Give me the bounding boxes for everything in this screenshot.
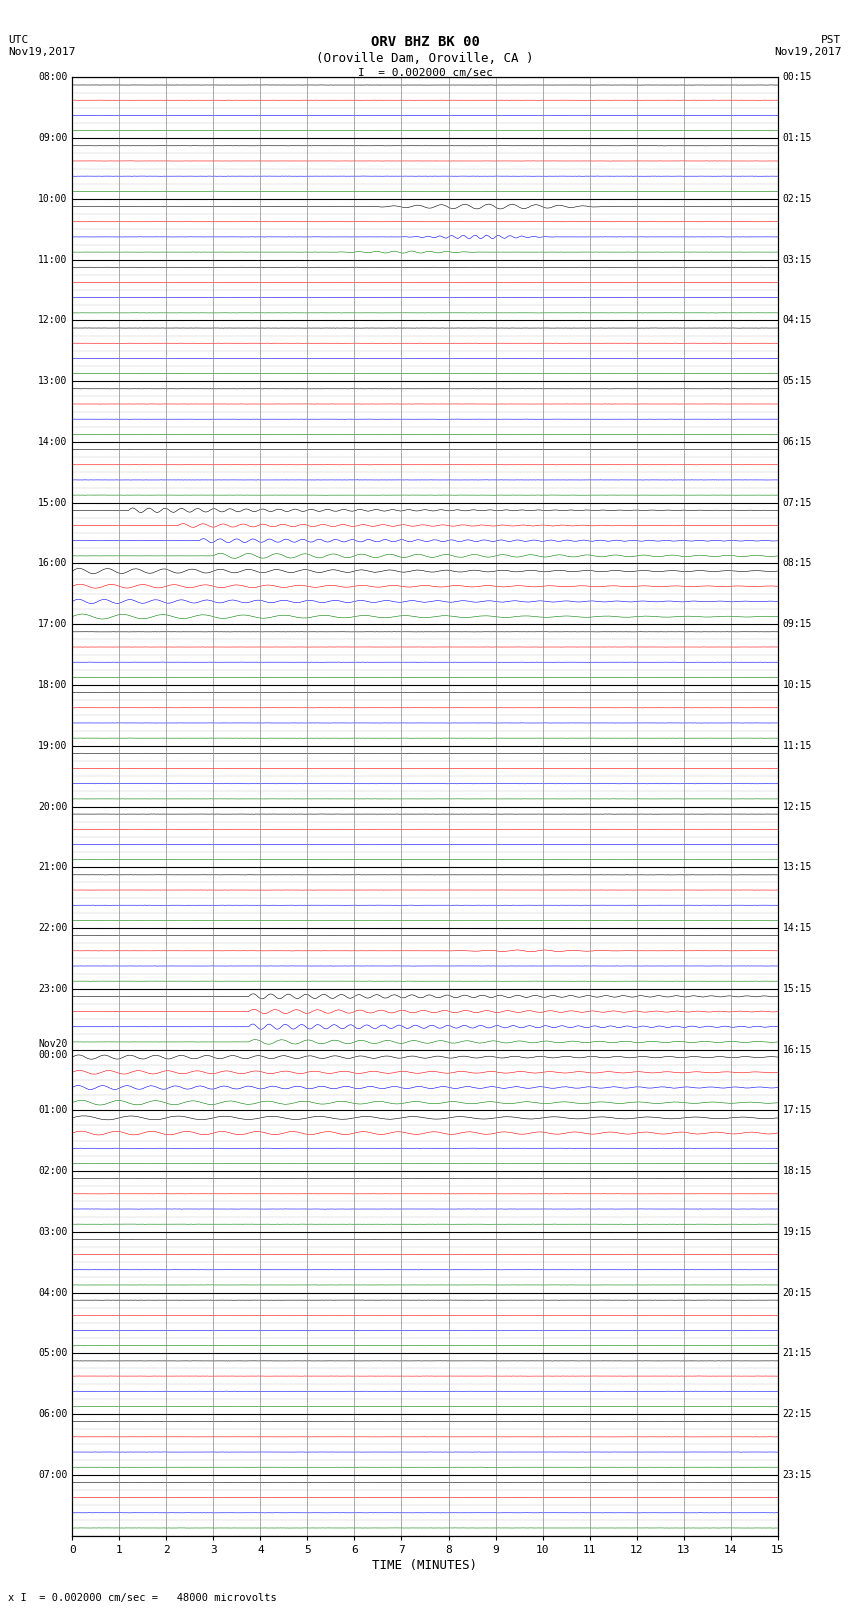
X-axis label: TIME (MINUTES): TIME (MINUTES) — [372, 1558, 478, 1571]
Text: (Oroville Dam, Oroville, CA ): (Oroville Dam, Oroville, CA ) — [316, 52, 534, 65]
Text: ORV BHZ BK 00: ORV BHZ BK 00 — [371, 35, 479, 50]
Text: UTC
Nov19,2017: UTC Nov19,2017 — [8, 35, 76, 56]
Text: I  = 0.002000 cm/sec: I = 0.002000 cm/sec — [358, 68, 492, 77]
Text: x I  = 0.002000 cm/sec =   48000 microvolts: x I = 0.002000 cm/sec = 48000 microvolts — [8, 1594, 277, 1603]
Text: PST
Nov19,2017: PST Nov19,2017 — [774, 35, 842, 56]
